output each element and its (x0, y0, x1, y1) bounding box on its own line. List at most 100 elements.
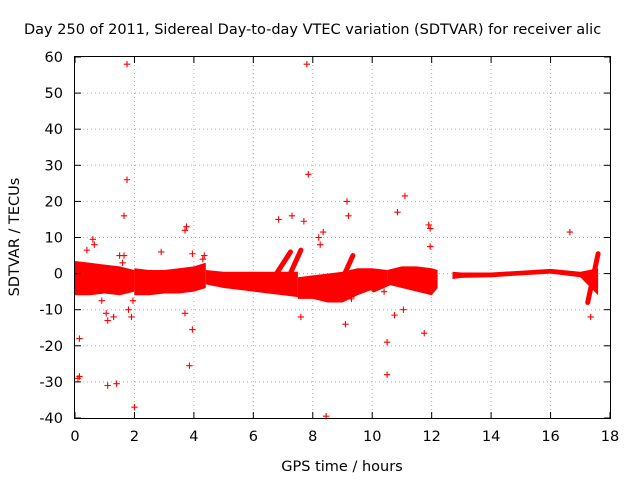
dense-band (134, 262, 206, 296)
x-tick-label: 14 (482, 429, 500, 445)
y-tick-label: 40 (45, 122, 63, 138)
data-point (297, 313, 305, 321)
data-point (189, 326, 196, 333)
x-tick-label: 2 (130, 429, 139, 445)
data-point (425, 221, 432, 229)
data-point (319, 228, 327, 236)
data-point (119, 259, 126, 266)
data-point (305, 171, 312, 178)
rising-streak (334, 253, 356, 295)
x-tick-label: 0 (70, 429, 79, 445)
y-tick-label: 0 (54, 267, 63, 283)
data-point (303, 61, 311, 68)
data-point (83, 246, 91, 254)
rising-streak (371, 280, 393, 293)
data-point (181, 227, 189, 234)
y-tick-label: 50 (45, 86, 63, 102)
data-point (300, 218, 308, 225)
data-point (315, 234, 322, 241)
data-point (76, 335, 83, 342)
data-point (157, 248, 165, 256)
y-tick-label: 20 (45, 194, 63, 210)
data-point (317, 241, 324, 248)
y-tick-label: 60 (45, 50, 63, 66)
data-point (426, 225, 434, 232)
data-point (91, 241, 98, 248)
data-point (348, 293, 355, 301)
chart-grid (75, 57, 610, 418)
data-point (125, 306, 132, 313)
data-point (110, 313, 117, 321)
rising-streak (282, 247, 304, 289)
data-point (394, 209, 401, 216)
data-point (426, 243, 434, 250)
y-tick-label: -10 (39, 303, 63, 319)
data-point (76, 373, 83, 380)
data-point (183, 223, 190, 230)
x-tick-label: 16 (541, 429, 559, 445)
data-point (116, 252, 123, 259)
rising-streak (585, 251, 601, 305)
data-point (189, 250, 196, 257)
data-point (120, 212, 128, 220)
x-tick-label: 18 (601, 429, 619, 445)
dense-band (297, 268, 388, 303)
data-point (383, 338, 391, 346)
dense-band (75, 261, 135, 296)
data-point (89, 236, 97, 243)
data-point (275, 216, 282, 223)
x-tick-label: 8 (308, 429, 317, 445)
dense-band (387, 266, 438, 296)
data-point (103, 310, 110, 317)
data-point (186, 362, 193, 369)
chart-title: Day 250 of 2011, Sidereal Day-to-day VTE… (24, 22, 601, 38)
data-point (98, 297, 105, 304)
x-tick-label: 10 (363, 429, 381, 445)
y-tick-label: 10 (45, 231, 63, 247)
data-point (123, 61, 131, 68)
y-tick-label: -20 (39, 339, 63, 355)
data-point (104, 382, 111, 389)
data-point (391, 311, 398, 319)
scatter-points (74, 61, 594, 420)
data-point (401, 192, 409, 200)
y-tick-labels: -40 -30 -20 -10 0 10 20 30 40 50 60 (39, 50, 63, 427)
data-point (113, 380, 120, 387)
dense-band (452, 268, 599, 296)
data-point (129, 297, 137, 304)
data-point (131, 403, 138, 411)
x-axis-label: GPS time / hours (281, 459, 402, 475)
data-point (345, 212, 352, 220)
axis-ticks (74, 56, 611, 419)
data-point (128, 313, 135, 321)
x-tick-labels: 0 2 4 6 8 10 12 14 16 18 (70, 429, 619, 445)
data-point (123, 176, 131, 183)
y-axis-label: SDTVAR / TECUs (7, 178, 23, 297)
data-point (288, 212, 296, 220)
data-point (342, 320, 349, 328)
x-tick-label: 4 (189, 429, 198, 445)
data-point (104, 317, 111, 324)
dense-scatter-bands (75, 261, 599, 303)
data-point (346, 288, 354, 295)
y-tick-label: -30 (39, 375, 63, 391)
data-point (587, 313, 594, 321)
y-tick-label: 30 (45, 158, 63, 174)
data-point (421, 329, 428, 337)
data-point (400, 306, 407, 313)
x-tick-label: 12 (422, 429, 440, 445)
x-tick-label: 6 (249, 429, 258, 445)
data-point (199, 255, 207, 263)
data-point (380, 288, 388, 295)
data-point (343, 198, 351, 205)
rising-streaks (271, 247, 601, 305)
rising-streak (271, 249, 293, 280)
data-point (181, 310, 189, 317)
data-point (566, 228, 574, 236)
plot-frame (74, 56, 611, 419)
y-tick-label: -40 (39, 411, 63, 427)
data-point (201, 252, 208, 259)
data-point (383, 371, 391, 378)
